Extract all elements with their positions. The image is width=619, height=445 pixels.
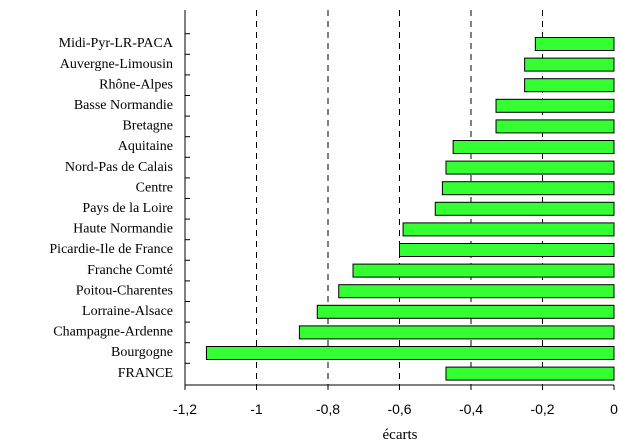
bar <box>445 160 615 175</box>
y-tick-label: Pays de la Loire <box>82 201 173 216</box>
y-tick-label: Bretagne <box>122 119 173 134</box>
x-tick-label: -1 <box>250 401 263 417</box>
x-tick-label: -0,6 <box>387 401 411 417</box>
y-tick-label: FRANCE <box>118 366 173 381</box>
x-tick-label: 0 <box>610 401 618 417</box>
x-tick-label: -0,8 <box>316 401 340 417</box>
bar <box>402 222 615 237</box>
bar <box>452 140 615 154</box>
y-tick-label: Auvergne-Limousin <box>60 57 173 72</box>
y-tick-label: Franche Comté <box>87 263 173 278</box>
bar <box>524 57 615 72</box>
y-tick-label: Basse Normandie <box>74 98 173 113</box>
bar <box>445 366 615 381</box>
bar <box>352 263 615 278</box>
x-tick-label: -0,2 <box>530 401 554 417</box>
y-tick-label: Poitou-Charentes <box>76 283 173 298</box>
bar <box>205 346 615 360</box>
bar <box>495 119 615 134</box>
y-tick-label: Bourgogne <box>111 345 173 360</box>
y-tick-label: Aquitaine <box>118 139 173 154</box>
x-tick-label: -1,2 <box>173 401 197 417</box>
y-tick-label: Rhône-Alpes <box>99 77 173 92</box>
y-tick-label: Midi-Pyr-LR-PACA <box>59 36 174 51</box>
bar <box>316 304 615 319</box>
y-tick-label: Picardie-Ile de France <box>49 242 173 257</box>
bar <box>534 37 615 51</box>
bar <box>524 78 615 93</box>
bar <box>399 243 615 257</box>
y-tick-label: Champagne-Ardenne <box>53 325 173 340</box>
bar <box>434 201 615 216</box>
bar <box>338 284 615 299</box>
x-tick-label: -0,4 <box>459 401 483 417</box>
bar <box>441 181 615 196</box>
y-tick-label: Haute Normandie <box>73 222 173 237</box>
x-axis-label: écarts <box>383 427 418 443</box>
y-tick-label: Lorraine-Alsace <box>82 304 173 319</box>
bar <box>495 98 615 113</box>
y-tick-label: Centre <box>136 180 173 195</box>
bar <box>298 325 615 340</box>
y-tick-label: Nord-Pas de Calais <box>65 160 173 175</box>
